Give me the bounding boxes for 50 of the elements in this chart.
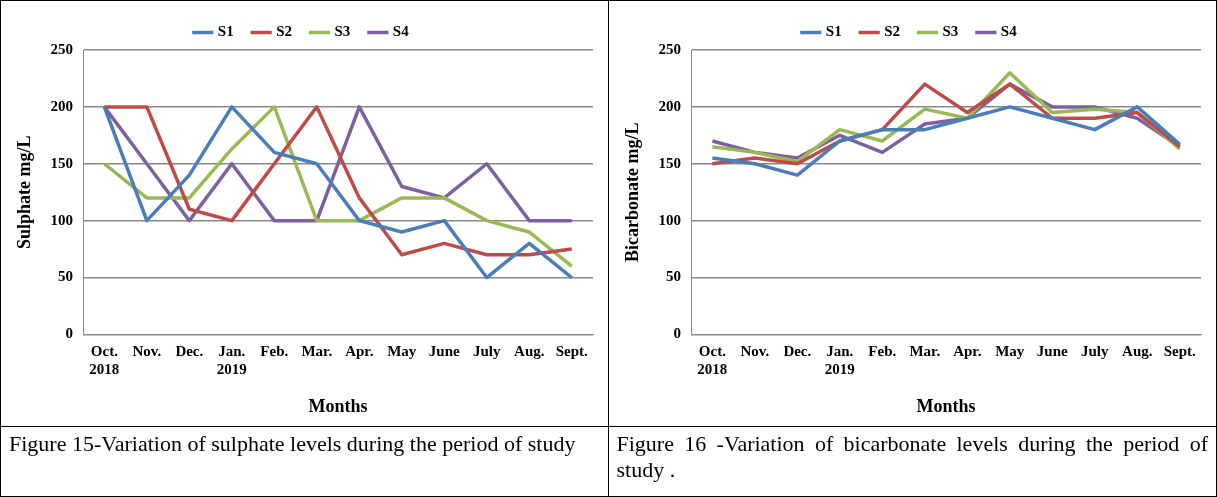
legend-label: S3 <box>334 23 351 40</box>
x-tick-label: Sept. <box>1163 343 1196 360</box>
y-tick-label: 100 <box>50 211 74 228</box>
y-tick-label: 0 <box>65 325 74 342</box>
legend-label: S1 <box>825 23 842 40</box>
y-tick-label: 50 <box>58 268 74 285</box>
y-tick-label: 50 <box>665 268 681 285</box>
x-tick-label: Dec. <box>782 343 812 360</box>
x-tick-label: Oct. 2018 <box>89 343 120 378</box>
y-tick-label: 150 <box>658 154 681 171</box>
y-tick-label: 250 <box>658 40 681 57</box>
x-tick-label: Oct. 2018 <box>696 343 727 378</box>
y-tick-label: 200 <box>50 97 74 114</box>
x-tick-label: Apr. <box>345 343 374 360</box>
x-axis-title: Months <box>308 395 368 416</box>
x-tick-label: Jan. 2019 <box>216 343 247 378</box>
y-tick-label: 150 <box>50 154 74 171</box>
x-tick-label: Jan. 2019 <box>824 343 855 378</box>
y-tick-label: 200 <box>658 97 681 114</box>
x-tick-label: June <box>428 343 461 360</box>
x-tick-label: Sept. <box>555 343 589 360</box>
x-tick-label: Nov. <box>132 343 162 360</box>
x-tick-label: Mar. <box>908 343 940 360</box>
x-tick-label: Aug. <box>1121 343 1153 360</box>
x-tick-label: May <box>994 343 1025 360</box>
x-tick-label: July <box>1080 343 1109 360</box>
legend-label: S2 <box>276 23 292 40</box>
legend-label: S1 <box>217 23 234 40</box>
x-axis-title: Months <box>916 395 976 416</box>
x-tick-label: July <box>473 343 502 360</box>
legend-label: S2 <box>883 23 900 40</box>
legend-label: S4 <box>392 23 410 40</box>
x-tick-label: Apr. <box>952 343 982 360</box>
caption: Figure 15-Variation of sulphate levels during the period of study <box>1 426 608 461</box>
x-tick-label: Aug. <box>514 343 545 360</box>
legend-label: S4 <box>1000 23 1017 40</box>
x-tick-label: June <box>1036 343 1068 360</box>
y-axis-title: Sulphate mg/L <box>14 135 35 249</box>
y-tick-label: 100 <box>658 211 681 228</box>
y-axis-title: Bicarbonate mg/L <box>621 122 642 262</box>
caption: Figure 16 -Variation of bicarbonate levels during the period of study . <box>608 426 1216 487</box>
y-tick-label: 250 <box>50 40 74 57</box>
x-tick-label: Dec. <box>175 343 204 360</box>
x-tick-label: Feb. <box>867 343 897 360</box>
x-tick-label: Nov. <box>739 343 769 360</box>
x-tick-label: Feb. <box>260 343 289 360</box>
legend-label: S3 <box>942 23 958 40</box>
x-tick-label: May <box>387 343 417 360</box>
y-tick-label: 0 <box>673 325 681 342</box>
x-tick-label: Mar. <box>301 343 333 360</box>
